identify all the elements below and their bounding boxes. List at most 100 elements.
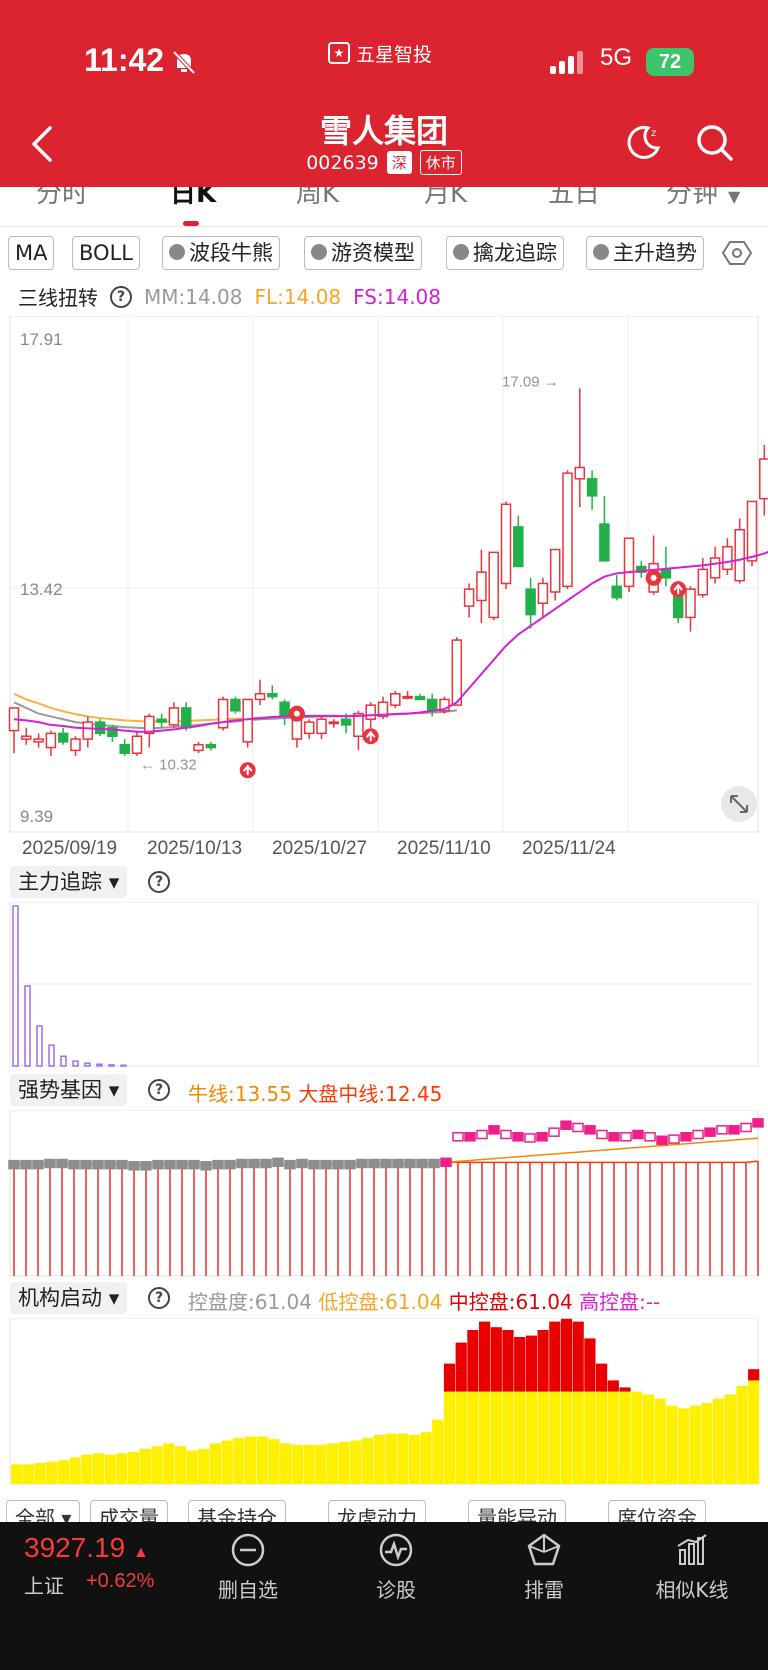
diagnose-button[interactable]: 诊股 — [336, 1532, 456, 1603]
sell-glyph — [650, 574, 657, 581]
remove-watchlist-button[interactable]: 删自选 — [188, 1532, 308, 1603]
tab-monthly-k[interactable]: 月K — [424, 187, 468, 209]
candle-body — [525, 588, 536, 616]
expand-arrows — [730, 795, 748, 813]
stock-code: 002639 — [306, 151, 379, 174]
chip-label: BOLL — [79, 241, 133, 265]
diamond-icon — [169, 244, 185, 260]
yellow-bar — [455, 1391, 467, 1484]
zhuli-bar — [120, 1064, 127, 1067]
tab-minute[interactable]: 分钟 — [666, 187, 719, 209]
back-icon[interactable] — [26, 124, 60, 164]
chip-boduan[interactable]: 波段牛熊 — [162, 236, 280, 270]
yellow-bar — [631, 1391, 643, 1484]
chip-liangneng[interactable]: 量能异动 — [468, 1500, 566, 1522]
help-icon[interactable]: ? — [148, 871, 170, 893]
button-label: 诊股 — [376, 1578, 416, 1602]
qiangshi-box — [476, 1129, 488, 1140]
chip-zhusheng[interactable]: 主升趋势 — [586, 236, 704, 270]
chip-xiwei[interactable]: 席位资金 — [608, 1500, 706, 1522]
chip-boll[interactable]: BOLL — [72, 236, 140, 270]
red-bar — [514, 1337, 526, 1392]
diamond-icon — [453, 244, 469, 260]
search-icon[interactable] — [694, 122, 734, 162]
yellow-bar — [736, 1386, 748, 1484]
qiangshi-box — [740, 1122, 752, 1133]
network-type: 5G — [600, 44, 633, 71]
qiangshi-box — [656, 1135, 668, 1146]
sub1-selector[interactable]: 主力追踪 ▾ — [10, 866, 128, 898]
qiangshi-box — [308, 1159, 320, 1170]
index-change: +0.62% — [86, 1570, 155, 1592]
candle-body — [217, 698, 229, 729]
candle-body — [697, 568, 709, 596]
chip-longhu[interactable]: 龙虎动力 — [328, 1500, 426, 1522]
sub2-selector[interactable]: 强势基因 ▾ — [10, 1074, 128, 1106]
settings-icon[interactable] — [722, 238, 752, 268]
yellow-bar — [724, 1394, 736, 1484]
indicator-name: 三线扭转 — [18, 286, 98, 310]
market-badge: 深 — [386, 151, 412, 174]
stock-subtitle: 002639 深 休市 — [0, 150, 768, 175]
chip-label: MA — [15, 241, 48, 265]
qiangshi-box — [488, 1125, 500, 1135]
help-icon[interactable]: ? — [148, 1287, 170, 1309]
yellow-bar — [467, 1391, 479, 1484]
chevron-down-icon[interactable]: ▼ — [728, 187, 741, 206]
qiangshi-box — [116, 1159, 128, 1170]
zhuli-bar — [36, 1025, 43, 1067]
chip-fund[interactable]: 基金持仓 — [188, 1500, 286, 1522]
qiangshi-box — [32, 1159, 44, 1170]
mine-scan-button[interactable]: 排雷 — [484, 1532, 604, 1603]
qiangshi-box — [236, 1158, 248, 1169]
tab-daily-k[interactable]: 日K — [170, 187, 217, 209]
yellow-bar — [256, 1436, 268, 1484]
chip-label: 主升趋势 — [613, 241, 697, 265]
up-triangle-icon: ▲ — [133, 1544, 149, 1561]
candle-body — [734, 528, 745, 582]
qiangshi-box — [680, 1132, 692, 1142]
chip-volume[interactable]: 成交量 — [90, 1500, 168, 1522]
yellow-bar — [584, 1391, 596, 1484]
candle-body — [340, 718, 352, 726]
tab-fenshi[interactable]: 分时 — [36, 187, 89, 209]
qiangshi-box — [608, 1132, 620, 1142]
yellow-bar — [572, 1391, 584, 1484]
sub3-selector[interactable]: 机构启动 ▾ — [10, 1282, 128, 1314]
candle-body — [205, 743, 217, 749]
chip-all[interactable]: 全部 ▾ — [6, 1500, 81, 1522]
yellow-bar — [432, 1419, 444, 1484]
yellow-bar — [420, 1432, 432, 1484]
qiangshi-box — [344, 1159, 356, 1170]
qiangshi-box — [728, 1125, 740, 1135]
sub3-legend: 控盘度:61.04 低控盘:61.04 中控盘:61.04 高控盘:-- — [188, 1286, 660, 1315]
yellow-bar — [654, 1398, 666, 1484]
sub2-title: 强势基因 — [18, 1078, 102, 1102]
qiangshi-box — [512, 1132, 524, 1142]
chip-ma[interactable]: MA — [8, 236, 55, 270]
help-icon[interactable]: ? — [148, 1079, 170, 1101]
chip-qinlong[interactable]: 擒龙追踪 — [446, 236, 564, 270]
jigou-chart — [9, 1318, 760, 1485]
yellow-bar — [713, 1398, 725, 1484]
candle-body — [131, 735, 143, 754]
night-mode-icon[interactable]: z — [624, 122, 664, 162]
similar-kline-button[interactable]: 相似K线 — [632, 1532, 752, 1603]
qiangshi-box — [596, 1129, 608, 1140]
candle-body — [451, 639, 463, 706]
candle-body — [660, 568, 672, 579]
red-bar — [748, 1369, 760, 1381]
tab-weekly-k[interactable]: 周K — [296, 187, 340, 209]
qiangshi-box — [548, 1127, 560, 1137]
yellow-bar — [479, 1391, 491, 1484]
candle-body — [426, 698, 438, 712]
help-icon[interactable]: ? — [110, 285, 132, 308]
trade-state-badge: 休市 — [419, 150, 462, 175]
index-value[interactable]: 3927.19 ▲ — [24, 1532, 149, 1564]
candlestick-chart[interactable]: 17.91 13.42 9.39 17.09 → ← 10.32 — [0, 316, 768, 836]
candle-body — [303, 721, 315, 735]
chip-youzi[interactable]: 游资模型 — [304, 236, 422, 270]
x-tick-label: 2025/09/19 — [22, 838, 118, 859]
tab-five-day[interactable]: 五日 — [548, 187, 601, 209]
candle-body — [193, 743, 204, 752]
